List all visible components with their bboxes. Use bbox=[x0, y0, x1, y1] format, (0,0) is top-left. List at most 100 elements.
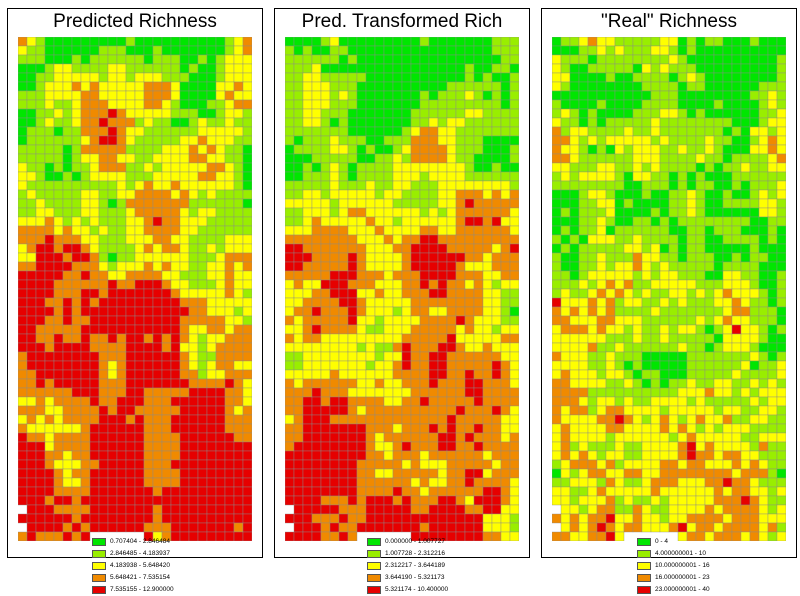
grid-cell bbox=[722, 81, 733, 92]
grid-cell bbox=[731, 162, 742, 173]
grid-cell bbox=[464, 342, 475, 353]
grid-cell bbox=[365, 405, 376, 416]
grid-cell bbox=[446, 252, 457, 263]
grid-cell bbox=[428, 333, 439, 344]
grid-cell bbox=[320, 441, 331, 452]
grid-cell bbox=[731, 225, 742, 236]
grid-cell bbox=[44, 369, 55, 380]
grid-cell bbox=[722, 477, 733, 488]
grid-cell bbox=[569, 351, 580, 362]
grid-cell bbox=[383, 414, 394, 425]
grid-cell bbox=[695, 81, 706, 92]
grid-cell bbox=[233, 270, 244, 281]
grid-cell bbox=[320, 126, 331, 137]
grid-cell bbox=[179, 378, 190, 389]
grid-cell bbox=[587, 270, 598, 281]
grid-cell bbox=[170, 72, 181, 83]
grid-cell bbox=[311, 378, 322, 389]
grid-cell bbox=[587, 171, 598, 182]
grid-cell bbox=[713, 270, 724, 281]
grid-cell bbox=[668, 441, 679, 452]
grid-cell bbox=[197, 513, 208, 524]
grid-cell bbox=[401, 216, 412, 227]
grid-cell bbox=[347, 45, 358, 56]
grid-cell bbox=[659, 297, 670, 308]
grid-cell bbox=[125, 522, 136, 533]
grid-cell bbox=[62, 360, 73, 371]
grid-cell bbox=[623, 144, 634, 155]
grid-cell bbox=[596, 63, 607, 74]
grid-cell bbox=[152, 135, 163, 146]
grid-cell bbox=[569, 63, 580, 74]
grid-cell bbox=[392, 522, 403, 533]
legend-swatch bbox=[637, 537, 651, 546]
grid-cell bbox=[569, 477, 580, 488]
grid-cell bbox=[569, 189, 580, 200]
grid-cell bbox=[329, 468, 340, 479]
grid-cell bbox=[242, 306, 252, 317]
grid-cell bbox=[374, 423, 385, 434]
grid-cell bbox=[587, 477, 598, 488]
grid-cell bbox=[170, 387, 181, 398]
grid-cell bbox=[125, 279, 136, 290]
grid-cell bbox=[197, 99, 208, 110]
grid-cell bbox=[596, 207, 607, 218]
grid-cell bbox=[596, 72, 607, 83]
grid-cell bbox=[740, 297, 751, 308]
grid-cell bbox=[215, 369, 226, 380]
grid-cell bbox=[641, 369, 652, 380]
grid-cell bbox=[302, 108, 313, 119]
grid-cell bbox=[650, 441, 661, 452]
grid-cell bbox=[437, 108, 448, 119]
grid-cell bbox=[392, 333, 403, 344]
grid-cell bbox=[437, 270, 448, 281]
grid-cell bbox=[293, 306, 304, 317]
grid-cell bbox=[437, 135, 448, 146]
grid-cell bbox=[311, 54, 322, 65]
grid-cell bbox=[740, 351, 751, 362]
grid-cell bbox=[365, 333, 376, 344]
grid-cell bbox=[161, 243, 172, 254]
grid-cell bbox=[437, 216, 448, 227]
grid-cell bbox=[26, 45, 37, 56]
grid-cell bbox=[62, 324, 73, 335]
grid-cell bbox=[410, 63, 421, 74]
grid-cell bbox=[758, 504, 769, 515]
grid-cell bbox=[116, 351, 127, 362]
grid-cell bbox=[668, 432, 679, 443]
grid-cell bbox=[53, 423, 64, 434]
grid-cell bbox=[500, 54, 511, 65]
grid-cell bbox=[401, 513, 412, 524]
grid-cell bbox=[410, 297, 421, 308]
grid-cell bbox=[80, 405, 91, 416]
grid-cell bbox=[560, 189, 571, 200]
grid-cell bbox=[161, 126, 172, 137]
grid-cell bbox=[347, 63, 358, 74]
grid-cell bbox=[560, 216, 571, 227]
grid-cell bbox=[71, 198, 82, 209]
grid-cell bbox=[623, 405, 634, 416]
grid-cell bbox=[446, 99, 457, 110]
grid-cell bbox=[383, 72, 394, 83]
grid-cell bbox=[428, 342, 439, 353]
grid-cell bbox=[179, 468, 190, 479]
grid-cell bbox=[659, 522, 670, 533]
grid-cell bbox=[242, 270, 252, 281]
grid-cell bbox=[560, 477, 571, 488]
grid-cell bbox=[242, 324, 252, 335]
grid-cell bbox=[143, 333, 154, 344]
grid-cell bbox=[170, 378, 181, 389]
grid-cell bbox=[215, 522, 226, 533]
grid-cell bbox=[641, 189, 652, 200]
grid-cell bbox=[578, 144, 589, 155]
grid-cell bbox=[560, 108, 571, 119]
grid-cell bbox=[455, 153, 466, 164]
grid-cell bbox=[713, 342, 724, 353]
grid-cell bbox=[704, 369, 715, 380]
grid-cell bbox=[410, 37, 421, 47]
grid-cell bbox=[650, 423, 661, 434]
grid-cell bbox=[437, 306, 448, 317]
grid-cell bbox=[26, 297, 37, 308]
grid-cell bbox=[668, 288, 679, 299]
grid-cell bbox=[224, 486, 235, 497]
